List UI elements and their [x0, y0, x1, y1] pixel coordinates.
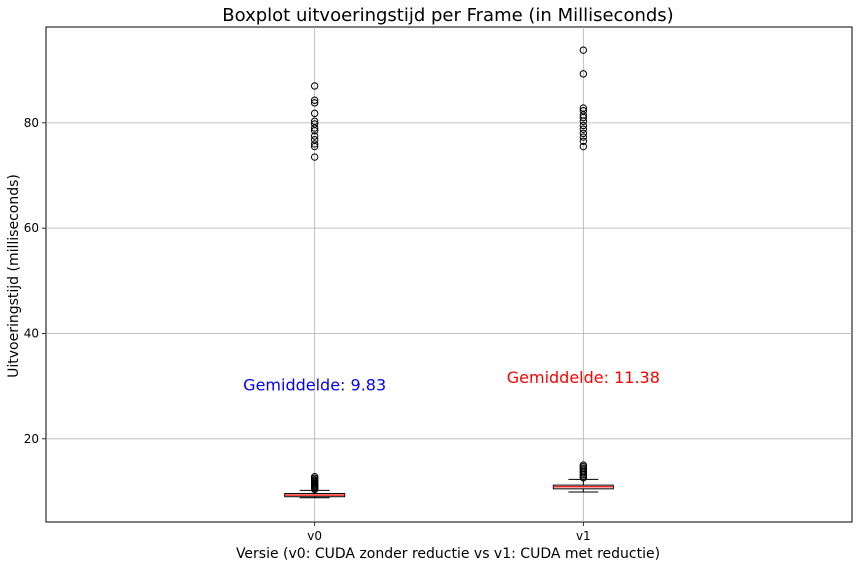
outlier-point: [310, 96, 319, 104]
outlier-point: [310, 99, 319, 107]
outlier-point: [310, 135, 319, 144]
outlier-point: [310, 140, 319, 148]
outlier-point: [579, 142, 588, 151]
y-tick-label: 60: [24, 221, 39, 235]
outlier-point: [579, 46, 588, 54]
mean-annotation-v1: Gemiddelde: 11.38: [507, 368, 660, 387]
x-axis-label: Versie (v0: CUDA zonder reductie vs v1: …: [236, 546, 660, 562]
outlier-point: [310, 132, 319, 140]
outlier-point: [579, 125, 588, 133]
outlier-point: [579, 104, 588, 112]
outlier-point: [310, 120, 319, 128]
outlier-point: [579, 137, 588, 145]
outlier-point: [310, 153, 319, 161]
y-tick-label: 20: [24, 432, 39, 446]
outlier-point: [579, 121, 588, 130]
outlier-point: [310, 82, 319, 90]
box-v0: [284, 82, 346, 499]
plot-frame: [45, 26, 853, 523]
box-v1: [552, 46, 614, 493]
x-tick-label: v1: [576, 529, 591, 543]
y-tick-label: 40: [24, 326, 39, 340]
y-axis-label: Uitvoeringstijd (milliseconds): [6, 174, 22, 378]
x-tick-label: v0: [307, 529, 322, 543]
outlier-point: [579, 461, 588, 469]
tick-group: 20 40 60 80 v0 v1: [24, 116, 591, 543]
outlier-point: [579, 70, 588, 78]
outlier-point: [579, 129, 588, 138]
annotation-group: Gemiddelde: 9.83 Gemiddelde: 11.38: [243, 368, 660, 394]
outlier-point: [579, 107, 588, 115]
grid-lines: [46, 27, 852, 522]
mean-annotation-v0: Gemiddelde: 9.83: [243, 376, 386, 395]
chart-title: Boxplot uitvoeringstijd per Frame (in Mi…: [222, 5, 673, 26]
y-tick-label: 80: [24, 116, 39, 130]
outlier-point: [310, 473, 319, 481]
outlier-point: [310, 109, 319, 118]
outlier-point: [310, 117, 319, 125]
box-group: [284, 46, 614, 499]
outlier-point: [579, 133, 588, 141]
